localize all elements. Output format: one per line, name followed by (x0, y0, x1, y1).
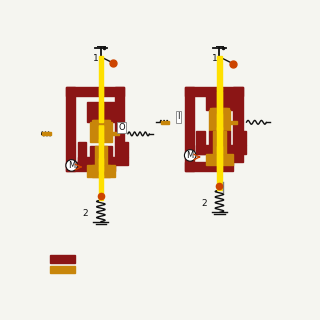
Bar (99, 87, 103, 171)
Bar (115, 87, 124, 162)
Bar (217, 91, 222, 113)
Bar (212, 108, 227, 112)
Bar (66, 162, 115, 171)
Bar (185, 162, 233, 171)
Text: M: M (68, 161, 75, 170)
Bar (92, 120, 110, 124)
Bar (66, 87, 124, 96)
Bar (42, 132, 51, 135)
Text: I: I (177, 112, 180, 121)
Text: 1: 1 (212, 54, 218, 63)
Bar (217, 146, 222, 165)
Bar (90, 122, 112, 142)
Bar (213, 131, 226, 154)
Bar (99, 102, 103, 122)
Bar (112, 132, 119, 135)
Bar (217, 165, 222, 190)
Bar (209, 131, 230, 145)
Bar (99, 122, 103, 142)
Bar (209, 110, 230, 131)
Bar (119, 142, 128, 157)
Text: 2: 2 (201, 199, 207, 208)
Text: M: M (187, 151, 194, 160)
Bar (50, 266, 75, 273)
Bar (196, 145, 246, 154)
Bar (78, 157, 128, 165)
Bar (217, 56, 222, 96)
Bar (185, 87, 194, 171)
Bar (233, 87, 243, 162)
Bar (185, 87, 243, 96)
Bar (66, 87, 76, 171)
Bar (217, 127, 222, 154)
Bar (93, 120, 108, 124)
Bar (87, 102, 115, 122)
Text: O: O (118, 123, 125, 132)
Bar (238, 131, 246, 145)
Bar (230, 121, 237, 124)
Bar (99, 139, 103, 165)
Bar (95, 146, 107, 165)
Bar (196, 131, 205, 154)
Bar (50, 255, 75, 263)
Bar (99, 158, 103, 177)
Bar (205, 91, 233, 110)
Bar (217, 110, 222, 131)
Bar (92, 165, 110, 177)
Text: 1: 1 (93, 54, 99, 63)
Bar (99, 56, 103, 96)
Text: 2: 2 (82, 209, 88, 218)
Bar (161, 121, 169, 124)
Bar (217, 87, 222, 171)
Bar (205, 154, 233, 165)
Bar (78, 142, 86, 165)
Bar (210, 108, 229, 113)
Bar (87, 165, 115, 177)
Bar (99, 175, 103, 200)
Bar (90, 146, 112, 157)
